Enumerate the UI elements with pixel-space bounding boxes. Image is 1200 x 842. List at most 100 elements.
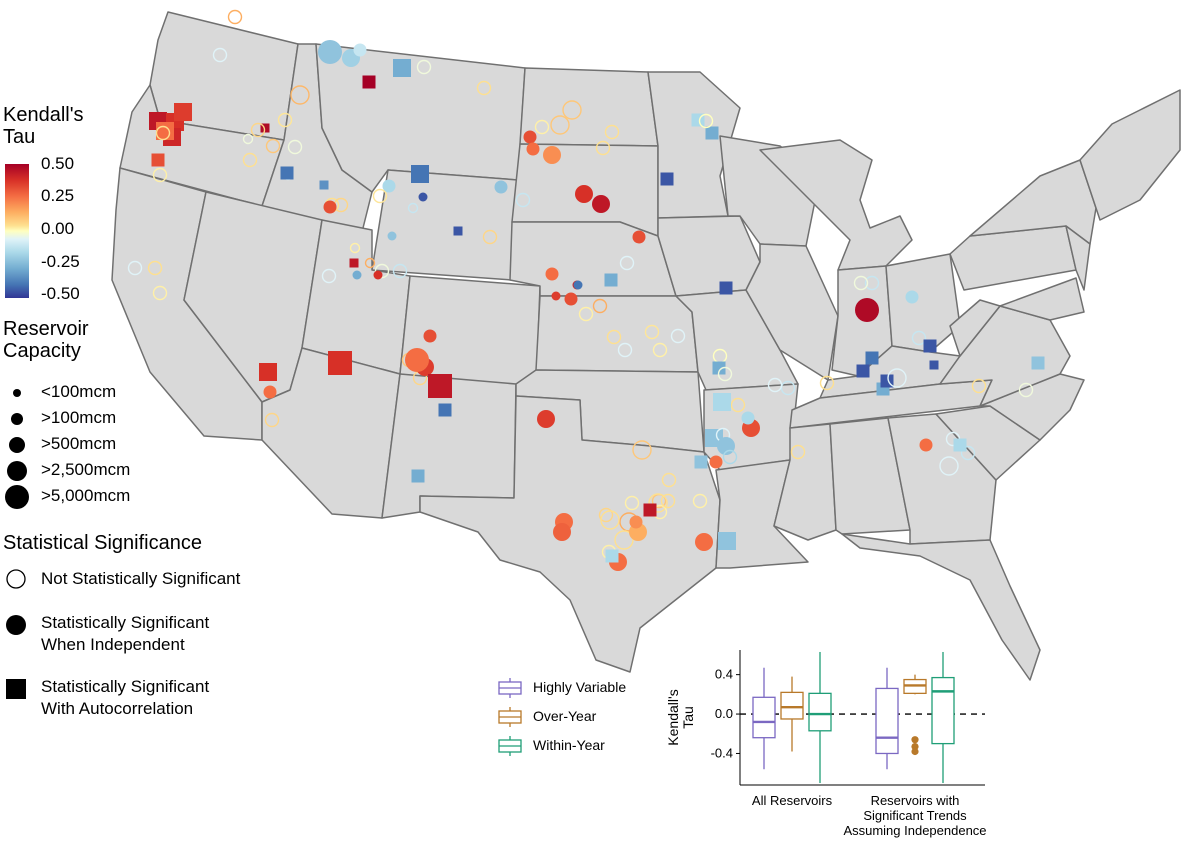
reservoir-marker: [280, 166, 294, 180]
state-new-jersey: [1065, 225, 1091, 291]
reservoir-marker: [905, 290, 919, 304]
reservoir-marker: [624, 495, 640, 511]
reservoir-marker: [349, 242, 361, 254]
reservoir-marker: [387, 231, 397, 241]
significance-legend: Statistical Significance Not Statistical…: [3, 532, 303, 718]
capacity-legend: Reservoir Capacity <100mcm >100mcm >500m…: [3, 318, 203, 509]
capacity-label: <100mcm: [41, 382, 117, 401]
boxplot-group-label: Significant Trends: [863, 808, 967, 823]
reservoir-marker: [887, 368, 907, 388]
reservoir-marker: [660, 493, 676, 509]
reservoir-marker: [929, 360, 939, 370]
boxplot-legend-label: Highly Variable: [533, 679, 627, 695]
box-key-icon: [498, 678, 522, 698]
state-illinois: [745, 243, 839, 381]
reservoir-marker: [629, 515, 643, 529]
reservoir-marker: [670, 328, 686, 344]
boxplot-legend-item: Highly Variable: [495, 677, 665, 699]
reservoir-marker: [242, 152, 258, 168]
reservoir-marker: [919, 438, 933, 452]
significance-label: Statistically Significant: [41, 613, 210, 632]
reservoir-marker: [864, 275, 880, 291]
reservoir-marker: [573, 280, 583, 290]
reservoir-marker: [614, 530, 634, 550]
reservoir-marker: [393, 59, 411, 77]
capacity-label: >5,000mcm: [41, 486, 131, 505]
reservoir-marker: [564, 292, 578, 306]
reservoir-marker: [592, 195, 610, 213]
reservoir-marker: [960, 445, 976, 461]
capacity-dot: [9, 437, 25, 453]
state-maryland-delaware: [999, 277, 1085, 321]
boxplot-legend-item: Within-Year: [495, 735, 665, 757]
reservoir-marker: [722, 449, 738, 465]
capacity-dot: [11, 413, 23, 425]
reservoir-marker: [323, 200, 337, 214]
capacity-dot: [7, 461, 27, 481]
reservoir-marker: [392, 263, 408, 279]
reservoir-marker: [212, 47, 228, 63]
reservoir-marker: [416, 59, 432, 75]
reservoir-marker: [453, 226, 463, 236]
reservoir-marker: [923, 339, 937, 353]
reservoir-marker: [405, 348, 429, 372]
reservoir-marker: [605, 549, 619, 563]
reservoir-marker: [264, 412, 280, 428]
reservoir-marker: [494, 180, 508, 194]
reservoir-marker: [551, 291, 561, 301]
capacity-label: >100mcm: [41, 408, 117, 427]
filled-circle-icon: [6, 615, 26, 635]
state-nebraska: [509, 221, 677, 297]
reservoir-marker: [741, 411, 755, 425]
capacity-item: >500mcm: [3, 432, 203, 458]
reservoir-marker: [553, 523, 571, 541]
reservoir-marker: [575, 185, 593, 203]
reservoir-marker: [692, 493, 708, 509]
reservoir-marker: [595, 140, 611, 156]
reservoir-marker: [600, 510, 620, 530]
tau-tick: 0.00: [41, 219, 75, 238]
significance-label: Not Statistically Significant: [41, 569, 241, 588]
reservoir-marker: [619, 255, 635, 271]
reservoir-marker: [155, 125, 171, 141]
boxplot-group-label: Assuming Independence: [843, 823, 986, 838]
boxplot-y-label: Kendall'sTau: [665, 689, 696, 745]
reservoir-marker: [856, 364, 870, 378]
capacity-legend-title-1: Reservoir: [3, 318, 89, 340]
state-florida: [841, 533, 1041, 681]
us-states: [111, 11, 1181, 681]
box-key-icon: [498, 736, 522, 756]
significance-label: With Autocorrelation: [41, 699, 194, 718]
reservoir-marker: [242, 133, 254, 145]
reservoir-marker: [718, 532, 736, 550]
reservoir-marker: [374, 263, 390, 279]
reservoir-marker: [606, 329, 622, 345]
reservoir-marker: [537, 410, 555, 428]
reservoir-marker: [543, 146, 561, 164]
reservoir-marker: [855, 298, 879, 322]
reservoir-marker: [709, 455, 723, 469]
reservoir-marker: [767, 377, 783, 393]
boxplot-group-label: Reservoirs with: [871, 793, 960, 808]
reservoir-marker: [911, 330, 927, 346]
reservoir-marker: [578, 306, 594, 322]
state-pennsylvania: [949, 225, 1077, 291]
state-kansas: [535, 295, 699, 373]
reservoir-marker: [592, 298, 608, 314]
reservoir-marker: [411, 165, 429, 183]
state-north-dakota: [519, 67, 659, 147]
reservoir-marker: [476, 80, 492, 96]
capacity-label: >500mcm: [41, 434, 117, 453]
reservoir-marker: [438, 403, 452, 417]
reservoir-marker: [644, 324, 660, 340]
boxplot-legend-item: Over-Year: [495, 706, 665, 728]
capacity-item: <100mcm: [3, 380, 203, 406]
tau-tick: 0.50: [41, 154, 75, 173]
reservoir-marker: [287, 139, 303, 155]
reservoir-marker: [694, 455, 708, 469]
reservoir-marker: [428, 374, 452, 398]
reservoir-marker: [1031, 356, 1045, 370]
reservoir-marker: [349, 258, 359, 268]
box-body: [780, 691, 804, 720]
